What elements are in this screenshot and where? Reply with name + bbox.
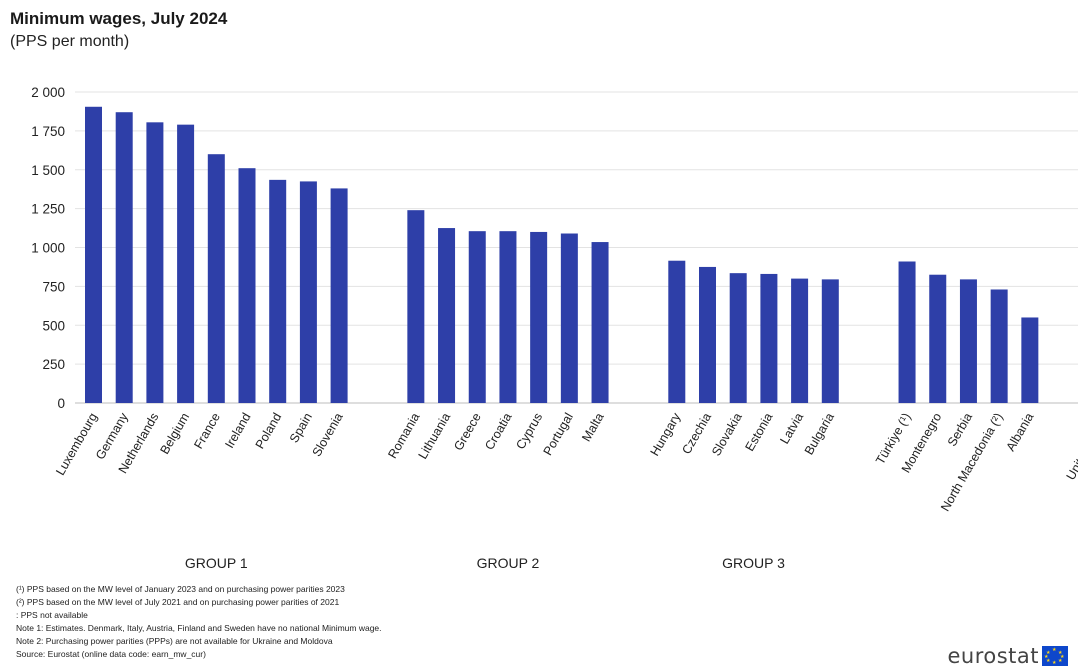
chart-title: Minimum wages, July 2024: [10, 9, 228, 28]
bar: [438, 228, 456, 403]
bar: [238, 168, 256, 403]
y-tick-label: 1 750: [31, 124, 65, 139]
x-tick-label: Albania: [1003, 410, 1036, 453]
bar: [499, 231, 517, 403]
footnote-5: Note 2: Purchasing power parities (PPPs)…: [16, 636, 333, 646]
bar: [929, 274, 947, 403]
x-tick-label: Ireland: [222, 410, 253, 450]
y-tick-label: 1 000: [31, 241, 65, 256]
y-tick-label: 500: [42, 318, 65, 333]
eu-flag-icon: ★ ★ ★ ★ ★ ★ ★ ★: [1042, 646, 1068, 666]
y-tick-label: 0: [57, 396, 65, 411]
bar: [468, 231, 486, 403]
x-tick-label: Spain: [287, 410, 315, 445]
x-tick-label: Slovakia: [709, 410, 745, 458]
x-tick-label: Poland: [253, 410, 285, 451]
bar: [146, 122, 164, 403]
bar: [668, 260, 686, 403]
group-label: GROUP 2: [477, 555, 540, 571]
x-tick-label: Belgium: [157, 411, 192, 457]
logo-text: eurostat: [947, 644, 1039, 668]
x-tick-label: Slovenia: [310, 410, 346, 459]
bar: [530, 231, 548, 403]
bar: [85, 106, 102, 404]
bar: [821, 279, 839, 403]
x-tick-label: Hungary: [648, 410, 684, 459]
x-tick-label: North Macedonia (²): [938, 411, 1006, 514]
x-tick-label: Portugal: [541, 411, 576, 458]
y-tick-label: 250: [42, 357, 65, 372]
x-tick-label: Serbia: [945, 410, 975, 448]
x-tick-label: France: [191, 410, 223, 451]
bar: [299, 181, 317, 403]
x-tick-label: Estonia: [743, 410, 776, 453]
bar: [330, 188, 348, 403]
bar-chart: 0 250 500 750 1 000 1 250 1 500 1 750 2 000 Luxem…: [31, 85, 1078, 571]
x-tick-label: Greece: [451, 410, 484, 453]
bar: [407, 210, 425, 403]
x-tick-label: United States: [1064, 411, 1078, 483]
x-tick-label: Latvia: [777, 410, 806, 446]
bar: [760, 273, 778, 403]
bar: [177, 124, 195, 403]
x-tick-label: Cyprus: [513, 411, 545, 452]
bar: [990, 289, 1008, 403]
footnote-1: (¹) PPS based on the MW level of January…: [16, 584, 345, 594]
footnotes: (¹) PPS based on the MW level of January…: [16, 583, 382, 661]
bar: [591, 242, 609, 403]
footnote-2: (²) PPS based on the MW level of July 20…: [16, 597, 340, 607]
bar: [207, 154, 225, 403]
y-tick-label: 1 250: [31, 202, 65, 217]
bar: [959, 279, 977, 403]
bar: [898, 261, 916, 403]
bar: [269, 179, 287, 403]
y-tick-label: 1 500: [31, 163, 65, 178]
footnote-3: : PPS not available: [16, 610, 88, 620]
bar: [791, 278, 809, 403]
bar: [115, 112, 133, 403]
footnote-6: Source: Eurostat (online data code: earn…: [16, 649, 206, 659]
group-label: GROUP 1: [185, 555, 248, 571]
footnote-4: Note 1: Estimates. Denmark, Italy, Austr…: [16, 623, 382, 633]
bar: [1021, 317, 1039, 403]
x-tick-label: Luxembourg: [53, 410, 100, 477]
bar: [699, 266, 716, 403]
x-tick-label: Malta: [579, 410, 606, 444]
y-tick-label: 2 000: [31, 85, 65, 100]
chart-subtitle: (PPS per month): [10, 33, 130, 50]
bar: [729, 273, 747, 403]
x-tick-label: Bulgaria: [802, 410, 837, 457]
y-tick-label: 750: [42, 279, 65, 294]
x-tick-label: Croatia: [482, 410, 514, 452]
group-label: GROUP 3: [722, 555, 785, 571]
bar: [560, 233, 578, 403]
eurostat-logo: eurostat ★ ★ ★ ★ ★ ★ ★ ★: [947, 644, 1068, 668]
